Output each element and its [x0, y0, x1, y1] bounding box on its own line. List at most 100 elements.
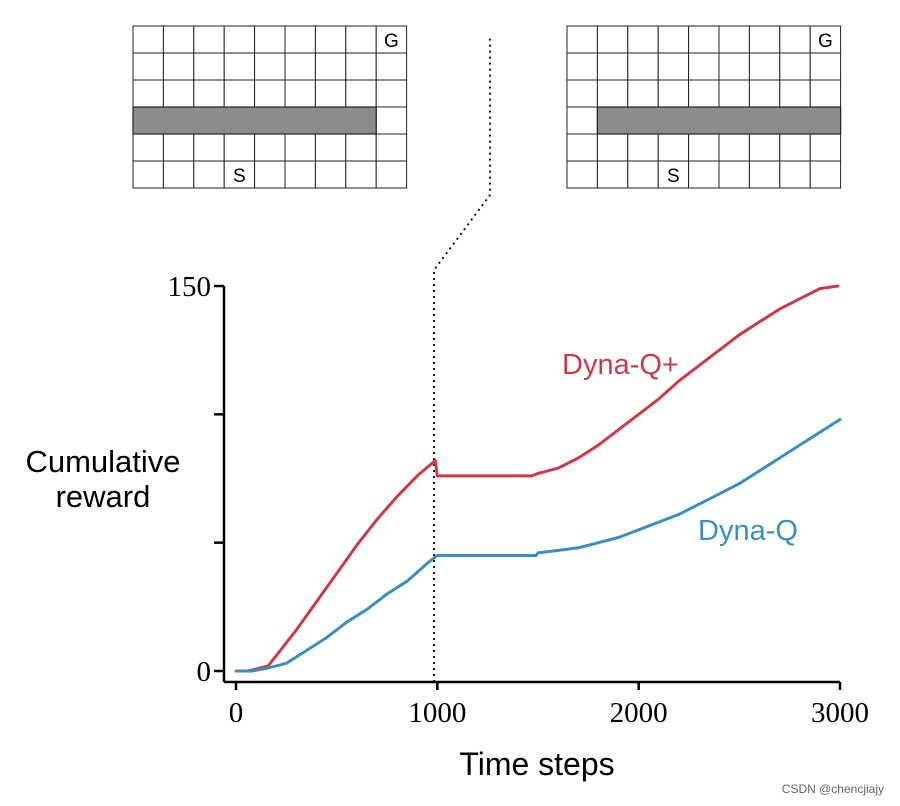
maze-cell: [345, 25, 377, 54]
maze-cell: [688, 133, 720, 162]
maze-cell: [566, 79, 598, 108]
maze-cell: [284, 25, 316, 54]
maze-cell: [375, 160, 408, 189]
maze-cell: [162, 52, 195, 81]
maze-cell: [345, 52, 377, 81]
maze-cell: [375, 79, 408, 108]
maze-cell: [688, 52, 720, 81]
maze-cell: [223, 52, 256, 81]
maze-cell: [809, 160, 842, 189]
maze-cell: [657, 160, 690, 189]
maze-cell: [596, 133, 629, 162]
maze-cell: [779, 79, 811, 108]
maze-cell: [596, 52, 629, 81]
maze-cell: [254, 52, 286, 81]
maze-cell: [284, 79, 316, 108]
maze-cell: [345, 160, 377, 189]
maze-cell: [132, 160, 164, 189]
maze-cell: [627, 79, 659, 108]
maze-cell: [566, 106, 598, 135]
maze-cell: [132, 52, 164, 81]
maze-cell: [809, 52, 842, 81]
maze-cell: [284, 160, 316, 189]
maze-cell: [314, 25, 347, 54]
x-ticks: 0 1000 2000 3000: [229, 682, 869, 729]
maze-cell: [284, 133, 316, 162]
maze-cell: [657, 52, 690, 81]
maze-cell: [314, 160, 347, 189]
maze-cell: [657, 79, 690, 108]
start-label: S: [667, 166, 680, 187]
maze-cell: [254, 79, 286, 108]
maze-cell: [627, 133, 659, 162]
maze-cell: [688, 25, 720, 54]
y-ticks: 0 150: [168, 271, 224, 688]
y-tick-label: 0: [197, 656, 212, 688]
y-axis-label-line-1: Cumulative: [25, 444, 180, 479]
maze-cell: [748, 133, 781, 162]
maze-cell: [566, 52, 598, 81]
series-line-dyna-q: [234, 418, 842, 673]
maze-cell: [779, 52, 811, 81]
maze-cell: [193, 133, 225, 162]
axes: [222, 286, 840, 684]
maze-cell: [223, 160, 256, 189]
maze-cell: [254, 133, 286, 162]
start-label: S: [233, 166, 246, 187]
maze-cell: [718, 160, 750, 189]
maze-cell: [223, 25, 256, 54]
maze-cell: [284, 52, 316, 81]
x-tick-label: 3000: [811, 697, 869, 729]
maze-cell: [748, 52, 781, 81]
x-tick-label: 1000: [408, 697, 466, 729]
maze-before-change: GS: [132, 25, 408, 189]
maze-cell: [809, 79, 842, 108]
maze-cell: [718, 25, 750, 54]
goal-label: G: [818, 31, 833, 52]
maze-cell: [375, 106, 408, 135]
maze-cell: [132, 79, 164, 108]
maze-cell: [718, 52, 750, 81]
maze-cell: [688, 160, 720, 189]
dyna-q-plus-label: Dyna-Q+: [562, 349, 679, 381]
maze-cell: [162, 79, 195, 108]
maze-cell: [223, 79, 256, 108]
maze-cell: [809, 25, 842, 54]
series-line-dyna-q-plus: [234, 284, 840, 673]
maze-cell: [132, 133, 164, 162]
maze-cell: [162, 133, 195, 162]
maze-cell: [566, 25, 598, 54]
maze-cell: [688, 79, 720, 108]
maze-after-change: GS: [566, 25, 842, 189]
maze-cell: [162, 160, 195, 189]
maze-cell: [718, 79, 750, 108]
maze-cell: [314, 79, 347, 108]
maze-cell: [193, 160, 225, 189]
maze-cell: [345, 133, 377, 162]
maze-cell: [375, 133, 408, 162]
maze-cell: [809, 133, 842, 162]
series-layer: [234, 284, 842, 673]
goal-label: G: [384, 31, 399, 52]
y-axis-label-line-2: reward: [56, 479, 151, 514]
maze-cell: [627, 160, 659, 189]
maze-cell: [375, 25, 408, 54]
maze-cell: [193, 79, 225, 108]
maze-cell: [162, 25, 195, 54]
x-axis-label: Time steps: [459, 746, 614, 782]
maze-cell: [657, 133, 690, 162]
maze-cell: [779, 25, 811, 54]
maze-cell: [193, 52, 225, 81]
maze-cell: [345, 79, 377, 108]
maze-cell: [718, 133, 750, 162]
maze-cell: [375, 52, 408, 81]
maze-cell: [748, 25, 781, 54]
maze-cell: [779, 160, 811, 189]
maze-cell: [627, 25, 659, 54]
maze-cell: [566, 160, 598, 189]
y-tick-label: 150: [168, 271, 212, 303]
maze-wall: [596, 106, 842, 135]
maze-cell: [193, 25, 225, 54]
maze-cell: [566, 133, 598, 162]
maze-cell: [132, 25, 164, 54]
